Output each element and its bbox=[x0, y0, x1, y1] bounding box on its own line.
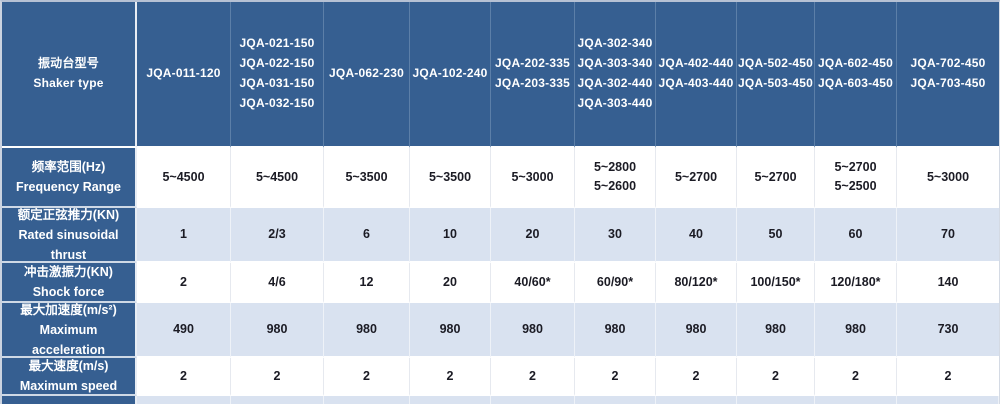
value-cell: 120/180* bbox=[815, 263, 897, 303]
value-cell: 980 bbox=[737, 303, 815, 358]
value-cell: 4/6 bbox=[231, 263, 324, 303]
value-cell: 40 bbox=[656, 208, 737, 263]
value-cell: 2/3 bbox=[231, 208, 324, 263]
row-label-shock-force: 冲击激振力(KN) Shock force bbox=[2, 263, 137, 303]
cutoff-row-cell bbox=[491, 396, 575, 404]
cutoff-row-cell bbox=[656, 396, 737, 404]
column-header-models: JQA-502-450 JQA-503-450 bbox=[737, 2, 815, 148]
value-cell: 60 bbox=[815, 208, 897, 263]
value-cell: 2 bbox=[231, 358, 324, 396]
column-header-models: JQA-202-335 JQA-203-335 bbox=[491, 2, 575, 148]
corner-label-en: Shaker type bbox=[33, 76, 104, 90]
value-cell: 20 bbox=[410, 263, 491, 303]
cutoff-row-cell bbox=[737, 396, 815, 404]
value-cell: 1 bbox=[137, 208, 231, 263]
row-label-en: Maximum acceleration bbox=[32, 322, 105, 357]
value-cell: 140 bbox=[897, 263, 999, 303]
value-cell: 2 bbox=[897, 358, 999, 396]
value-cell: 5~3000 bbox=[491, 148, 575, 208]
value-cell: 980 bbox=[575, 303, 656, 358]
value-cell: 50 bbox=[737, 208, 815, 263]
row-label-zh: 最大速度(m/s) bbox=[28, 359, 109, 373]
row-label-max-acceleration: 最大加速度(m/s²) Maximum acceleration bbox=[2, 303, 137, 358]
row-label-zh: 最大加速度(m/s²) bbox=[20, 302, 117, 317]
value-cell: 5~2800 5~2600 bbox=[575, 148, 656, 208]
value-cell: 980 bbox=[656, 303, 737, 358]
row-label-frequency-range: 频率范围(Hz) Frequency Range bbox=[2, 148, 137, 208]
row-label-zh: 冲击激振力(KN) bbox=[24, 265, 113, 279]
cutoff-row-cell bbox=[324, 396, 410, 404]
value-cell: 5~2700 5~2500 bbox=[815, 148, 897, 208]
value-cell: 2 bbox=[137, 263, 231, 303]
cutoff-row-cell bbox=[815, 396, 897, 404]
value-cell: 10 bbox=[410, 208, 491, 263]
value-cell: 2 bbox=[324, 358, 410, 396]
value-cell: 730 bbox=[897, 303, 999, 358]
row-label-zh: 额定正弦推力(KN) bbox=[17, 207, 120, 222]
column-header-models: JQA-011-120 bbox=[137, 2, 231, 148]
column-header-models: JQA-602-450 JQA-603-450 bbox=[815, 2, 897, 148]
column-header-models: JQA-702-450 JQA-703-450 bbox=[897, 2, 999, 148]
value-cell: 12 bbox=[324, 263, 410, 303]
cutoff-row-cell bbox=[897, 396, 999, 404]
value-cell: 5~4500 bbox=[231, 148, 324, 208]
column-header-models: JQA-102-240 bbox=[410, 2, 491, 148]
cutoff-row-cell bbox=[231, 396, 324, 404]
row-label-zh: 频率范围(Hz) bbox=[31, 160, 106, 174]
value-cell: 2 bbox=[737, 358, 815, 396]
column-header-models: JQA-402-440 JQA-403-440 bbox=[656, 2, 737, 148]
value-cell: 40/60* bbox=[491, 263, 575, 303]
value-cell: 2 bbox=[656, 358, 737, 396]
value-cell: 60/90* bbox=[575, 263, 656, 303]
cutoff-row-label bbox=[2, 396, 137, 404]
value-cell: 5~3500 bbox=[324, 148, 410, 208]
column-header-models: JQA-302-340 JQA-303-340 JQA-302-440 JQA-… bbox=[575, 2, 656, 148]
value-cell: 2 bbox=[575, 358, 656, 396]
cutoff-row-cell bbox=[137, 396, 231, 404]
column-header-models: JQA-021-150 JQA-022-150 JQA-031-150 JQA-… bbox=[231, 2, 324, 148]
column-header-models: JQA-062-230 bbox=[324, 2, 410, 148]
value-cell: 980 bbox=[491, 303, 575, 358]
value-cell: 70 bbox=[897, 208, 999, 263]
row-label-en: Maximum speed bbox=[19, 379, 118, 393]
row-label-en: Frequency Range bbox=[16, 180, 121, 194]
value-cell: 6 bbox=[324, 208, 410, 263]
value-cell: 980 bbox=[324, 303, 410, 358]
corner-header-shaker-type: 振动台型号 Shaker type bbox=[2, 2, 137, 148]
value-cell: 30 bbox=[575, 208, 656, 263]
value-cell: 5~3000 bbox=[897, 148, 999, 208]
value-cell: 80/120* bbox=[656, 263, 737, 303]
value-cell: 980 bbox=[815, 303, 897, 358]
value-cell: 5~3500 bbox=[410, 148, 491, 208]
row-label-rated-thrust: 额定正弦推力(KN) Rated sinusoidal thrust bbox=[2, 208, 137, 263]
value-cell: 100/150* bbox=[737, 263, 815, 303]
cutoff-row-cell bbox=[410, 396, 491, 404]
value-cell: 980 bbox=[410, 303, 491, 358]
corner-label-zh: 振动台型号 bbox=[37, 56, 99, 71]
value-cell: 2 bbox=[410, 358, 491, 396]
row-label-max-speed: 最大速度(m/s) Maximum speed bbox=[2, 358, 137, 396]
value-cell: 980 bbox=[231, 303, 324, 358]
value-cell: 490 bbox=[137, 303, 231, 358]
value-cell: 2 bbox=[815, 358, 897, 396]
value-cell: 2 bbox=[491, 358, 575, 396]
value-cell: 20 bbox=[491, 208, 575, 263]
cutoff-row-cell bbox=[575, 396, 656, 404]
row-label-en: Rated sinusoidal thrust bbox=[18, 227, 119, 262]
row-label-en: Shock force bbox=[32, 285, 105, 299]
value-cell: 5~2700 bbox=[737, 148, 815, 208]
value-cell: 5~2700 bbox=[656, 148, 737, 208]
value-cell: 2 bbox=[137, 358, 231, 396]
value-cell: 5~4500 bbox=[137, 148, 231, 208]
